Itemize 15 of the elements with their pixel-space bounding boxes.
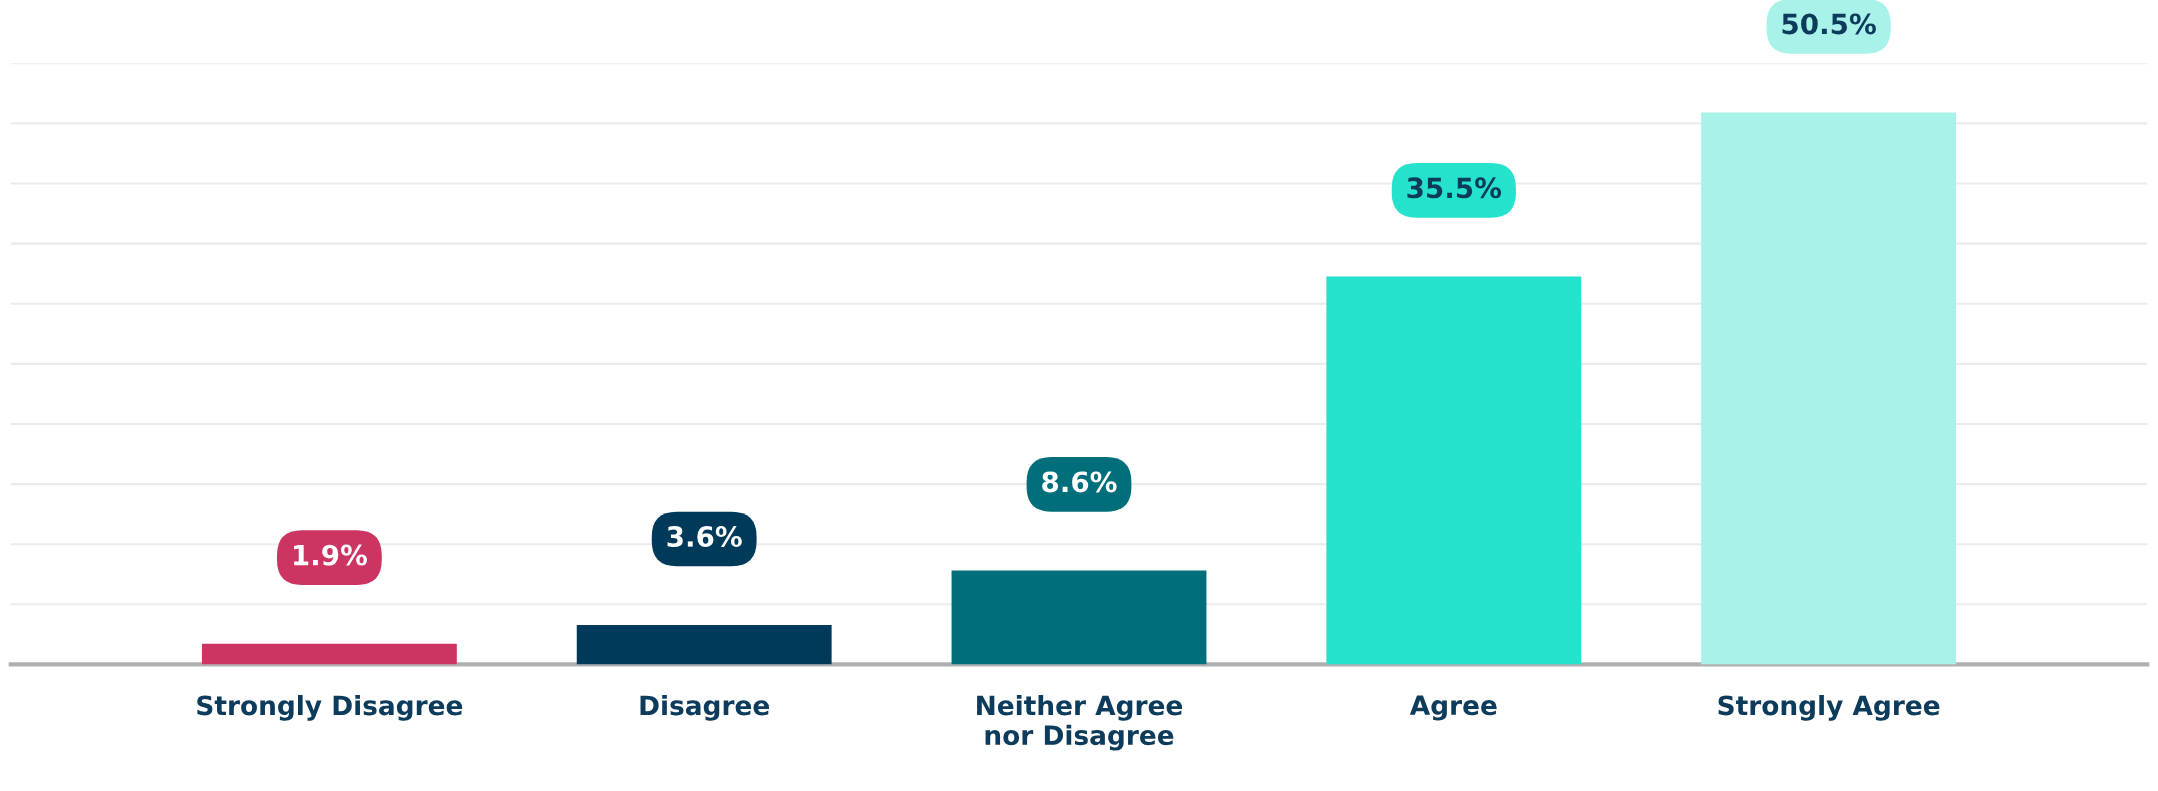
bar xyxy=(1701,112,1957,665)
data-label: 1.9% xyxy=(293,544,368,566)
x-tick-label: Agree xyxy=(1409,695,1497,721)
x-tick-label: Neither Agree nor Disagree xyxy=(977,695,1183,751)
x-tick-label: Strongly Agree xyxy=(1718,695,1940,721)
bar xyxy=(576,625,832,665)
data-label: 50.5% xyxy=(1782,13,1876,35)
data-label: 8.6% xyxy=(1042,471,1117,493)
bar xyxy=(951,570,1207,665)
x-tick-label: Strongly Disagree xyxy=(197,695,463,721)
bar xyxy=(1326,276,1582,665)
x-tick-label: Disagree xyxy=(640,695,769,721)
data-label: 35.5% xyxy=(1407,177,1502,199)
bar xyxy=(201,643,457,665)
data-label: 3.6% xyxy=(667,526,742,548)
